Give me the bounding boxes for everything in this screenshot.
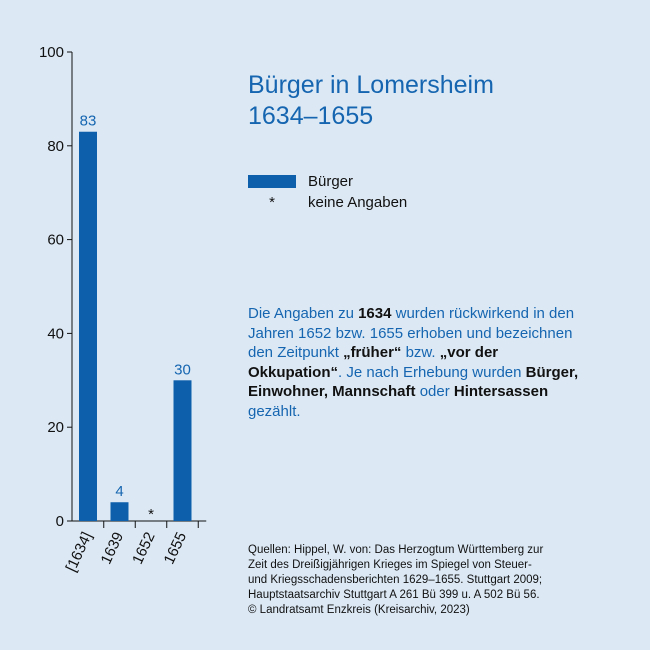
y-tick-label: 40	[47, 325, 64, 342]
legend: Bürger * keine Angaben	[248, 171, 407, 213]
y-tick-label: 60	[47, 232, 64, 249]
sources-block: Quellen: Hippel, W. von: Das Herzogtum W…	[248, 543, 593, 618]
chart-title-line: Bürger in Lomersheim	[248, 71, 494, 99]
x-category-label: 1652	[129, 530, 159, 567]
sources-line: Hauptstaatsarchiv Stuttgart A 261 Bü 399…	[248, 589, 540, 601]
note-text: gezählt.	[248, 402, 301, 420]
legend-label: Bürger	[308, 173, 354, 190]
sources-line: und Kriegsschadensberichten 1629–1655. S…	[248, 574, 543, 586]
no-data-marker: *	[148, 506, 154, 523]
sources-line: Zeit des Dreißigjährigen Krieges im Spie…	[248, 559, 532, 571]
note-emphasis: Hintersassen	[453, 383, 549, 400]
note-emphasis: „früher“	[343, 344, 402, 361]
note-emphasis: „vor der Okkupation“	[248, 344, 499, 381]
y-tick-label: 100	[39, 44, 64, 61]
note-emphasis: Bürger, Einwohner, Mannschaft	[248, 363, 579, 401]
y-tick-label: 80	[47, 138, 64, 155]
legend-item-keine-angaben: * keine Angaben	[248, 192, 407, 213]
note-emphasis: 1634	[358, 305, 392, 322]
note-text: . Je nach Erhebung wurden	[338, 363, 526, 381]
chart-title-line: 1634–1655	[248, 102, 374, 130]
x-category-label: [1634]	[63, 530, 96, 575]
note-text: bzw.	[401, 344, 440, 361]
bar-value-label: 30	[174, 361, 191, 378]
chart-title: Bürger in Lomersheim 1634–1655	[248, 70, 494, 132]
y-tick-label: 20	[47, 419, 64, 436]
bar	[173, 380, 192, 521]
legend-star-symbol: *	[269, 194, 275, 211]
bar	[79, 131, 97, 522]
legend-item-buerger: Bürger	[248, 171, 407, 192]
note-text: Die Angaben zu	[248, 305, 359, 322]
x-category-label: 1639	[98, 530, 128, 567]
sources-line: Quellen: Hippel, W. von: Das Herzogtum W…	[248, 544, 544, 556]
y-tick-label: 0	[56, 513, 64, 530]
explanatory-note: Die Angaben zu 1634 wurden rückwirkend i…	[248, 304, 593, 421]
bar	[110, 502, 129, 521]
legend-label: keine Angaben	[308, 194, 408, 211]
legend-swatch	[248, 175, 296, 188]
note-text: oder	[415, 383, 454, 400]
sources-line: © Landratsamt Enzkreis (Kreisarchiv, 202…	[248, 604, 470, 616]
bar-value-label: 83	[80, 113, 97, 130]
x-category-label: 1655	[161, 530, 191, 567]
note-text: wurden rückwirkend in den Jahren 1652 bz…	[248, 305, 575, 361]
bar-value-label: 4	[115, 483, 123, 500]
